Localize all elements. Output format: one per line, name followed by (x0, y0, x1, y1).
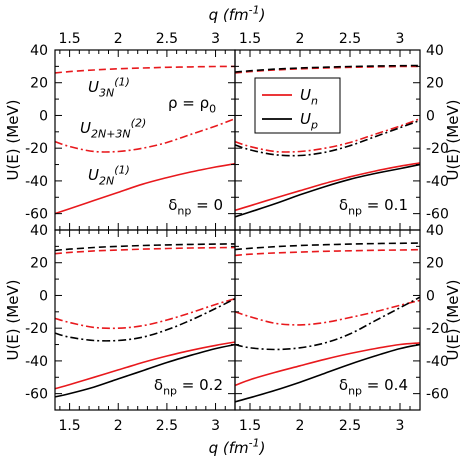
y-tick-label-right: 0 (426, 288, 435, 304)
figure-texts: 1.5 1.5 2 2 2.5 2.5 3 3 1.5 1.5 2 2 2.5 2.5 3 3 -60 -60 -4… (4, 3, 462, 457)
series-line-p-two-body (235, 343, 420, 403)
y-axis-label-right-top: U(E) (MeV) (444, 99, 462, 180)
y-tick-label-right: -20 (426, 141, 449, 157)
y-tick-label-right: 40 (426, 223, 444, 239)
panels: δnp = 0 δnp = 0.1 δnp = 0.2 δnp = 0.4 (54, 49, 421, 411)
series-line-n-two-body (55, 162, 235, 215)
x-axis-label-bottom: q (fm-1) (209, 436, 266, 457)
x-tick-label-bottom: 2.5 (339, 418, 361, 434)
curve-label-two-body: U2N(1)​ (88, 163, 130, 187)
x-tick-label-top: 1.5 (239, 31, 261, 47)
x-tick-label-bottom: 3 (211, 418, 220, 434)
panel-frame (234, 229, 421, 411)
y-tick-label-right: -40 (426, 354, 449, 370)
series-line-n-three-body (55, 65, 235, 74)
series-line-n-second-order (55, 297, 235, 330)
x-tick-label-bottom: 2 (296, 418, 305, 434)
y-tick-label-right: -60 (426, 387, 449, 403)
panel-2: δnp = 0.1 (234, 49, 421, 231)
curve-label-second-order: U2N+3N(2)​ (80, 116, 146, 140)
y-tick-label-left: -20 (25, 321, 48, 337)
x-tick-label-top: 2.5 (156, 31, 178, 47)
series-line-n-second-order (235, 299, 420, 326)
x-tick-label-bottom: 2.5 (156, 418, 178, 434)
y-tick-label-right: -60 (426, 207, 449, 223)
x-tick-label-top: 2.5 (339, 31, 361, 47)
series-line-p-second-order (235, 119, 420, 157)
y-tick-label-left: 20 (30, 76, 48, 92)
delta-label: δnp = 0 (168, 196, 223, 218)
series-line-n-two-body (55, 341, 235, 390)
y-axis-label-right-bottom: U(E) (MeV) (444, 279, 462, 360)
y-tick-label-left: -40 (25, 174, 48, 190)
y-tick-label-left: -60 (25, 207, 48, 223)
delta-label: δnp = 0.4 (339, 376, 408, 398)
series-line-p-two-body (235, 163, 420, 218)
y-tick-label-left: 40 (30, 43, 48, 59)
series-line-n-three-body (235, 248, 420, 257)
curve-label-three-body: U3N(1)​ (88, 75, 130, 99)
y-tick-label-left: -40 (25, 354, 48, 370)
x-tick-label-bottom: 2 (114, 418, 123, 434)
y-tick-label-left: 0 (39, 288, 48, 304)
series-line-p-second-order (235, 296, 420, 351)
series-line-n-second-order (55, 117, 235, 153)
series-line-p-three-body (235, 64, 420, 73)
y-tick-label-right: 20 (426, 256, 444, 272)
x-axis-label-top: q (fm-1) (209, 3, 266, 24)
x-tick-label-bottom: 3 (396, 418, 405, 434)
series-line-p-second-order (55, 297, 235, 342)
y-tick-label-right: 0 (426, 108, 435, 124)
y-axis-label-left-bottom: U(E) (MeV) (4, 279, 22, 360)
panel-4: δnp = 0.4 (234, 229, 421, 411)
x-tick-label-bottom: 1.5 (58, 418, 80, 434)
y-tick-label-left: 0 (39, 108, 48, 124)
density-label: ρ = ρ0​ (168, 94, 216, 116)
y-tick-label-right: 20 (426, 76, 444, 92)
y-tick-label-left: 40 (30, 223, 48, 239)
y-tick-label-right: -20 (426, 321, 449, 337)
y-tick-label-left: -20 (25, 141, 48, 157)
delta-label: δnp = 0.2 (154, 376, 223, 398)
delta-label: δnp = 0.1 (339, 196, 408, 218)
series-line-n-two-body (235, 342, 420, 387)
x-tick-label-bottom: 1.5 (239, 418, 261, 434)
series-line-p-three-body (235, 242, 420, 251)
x-tick-label-top: 1.5 (58, 31, 80, 47)
panel-3: δnp = 0.2 (54, 229, 236, 411)
x-tick-label-top: 2 (114, 31, 123, 47)
x-tick-label-top: 2 (296, 31, 305, 47)
series-line-p-two-body (55, 343, 235, 398)
series-line-n-two-body (235, 162, 420, 212)
x-tick-label-top: 3 (396, 31, 405, 47)
y-tick-label-right: 40 (426, 43, 444, 59)
legend: Un​ Up​ (254, 77, 341, 134)
panel-1: δnp = 0 (54, 49, 236, 231)
series-line-n-second-order (235, 117, 420, 153)
y-axis-label-left-top: U(E) (MeV) (4, 99, 22, 180)
legend-label: Up​ (300, 110, 318, 132)
x-tick-label-top: 3 (211, 31, 220, 47)
y-tick-label-left: 20 (30, 256, 48, 272)
y-tick-label-left: -60 (25, 387, 48, 403)
legend-label: Un​ (300, 86, 318, 108)
y-tick-label-right: -40 (426, 174, 449, 190)
